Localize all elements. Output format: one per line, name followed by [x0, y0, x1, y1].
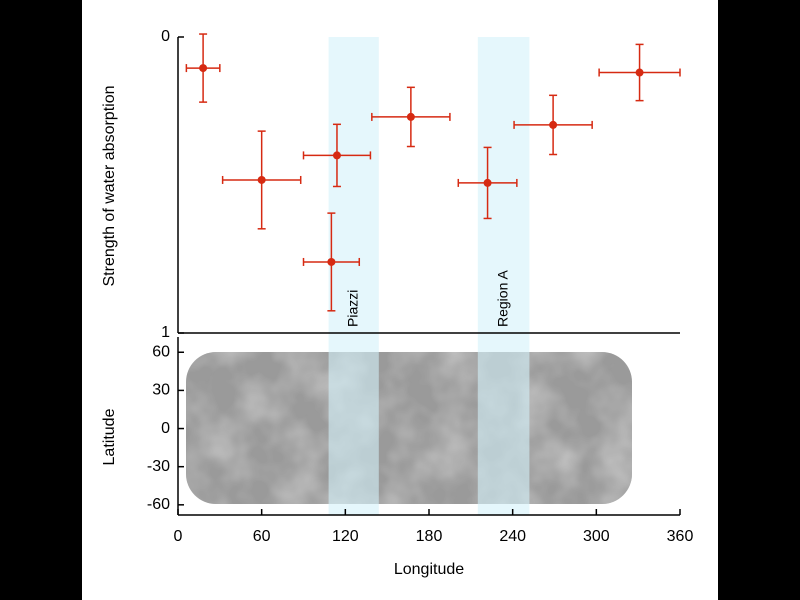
x-tick-label: 180 [416, 528, 443, 545]
point [327, 257, 336, 266]
x-tick-label: 60 [253, 528, 271, 545]
point [635, 68, 644, 77]
map-y-tick-label: -30 [147, 458, 170, 475]
x-tick-label: 360 [667, 528, 694, 545]
point [257, 175, 266, 184]
band-label: Piazzi [344, 290, 360, 327]
point [406, 112, 415, 121]
map-y-tick-label: 30 [152, 382, 170, 399]
band-label: Region A [494, 270, 510, 327]
y-tick-label: 0 [161, 28, 170, 45]
y-axis-label: Strength of water absorption [101, 85, 118, 286]
point [549, 120, 558, 129]
map-image [186, 352, 632, 504]
map-y-tick-label: 60 [152, 343, 170, 360]
band [328, 37, 379, 515]
x-tick-label: 240 [499, 528, 526, 545]
x-tick-label: 120 [332, 528, 359, 545]
point [199, 64, 208, 73]
x-tick-label: 0 [174, 528, 183, 545]
point [483, 178, 492, 187]
point [332, 151, 341, 160]
map-y-axis-label: Latitude [101, 408, 118, 465]
x-axis-label: Longitude [394, 561, 464, 578]
y-tick-label: 1 [161, 324, 170, 341]
x-tick-label: 300 [583, 528, 610, 545]
map-y-tick-label: -60 [147, 496, 170, 513]
band [477, 37, 530, 515]
map-y-tick-label: 0 [161, 420, 170, 437]
